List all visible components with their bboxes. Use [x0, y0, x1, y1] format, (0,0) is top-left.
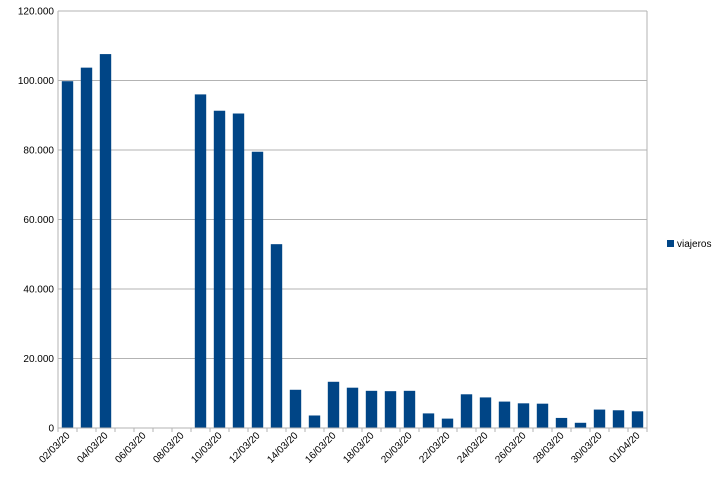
bar: [270, 244, 283, 428]
bar: [289, 389, 302, 428]
bar: [213, 110, 226, 429]
y-tick-label: 60.000: [23, 215, 54, 226]
x-tick-label: 26/03/20: [493, 430, 529, 466]
bar: [194, 94, 207, 429]
x-tick-label: 16/03/20: [303, 430, 339, 466]
y-tick-label: 0: [48, 424, 54, 435]
bar: [612, 410, 625, 428]
x-tick-label: 22/03/20: [417, 430, 453, 466]
bar: [422, 413, 435, 428]
y-tick-label: 100.000: [18, 76, 55, 87]
bar: [346, 387, 359, 428]
bar: [251, 151, 264, 429]
bar: [555, 417, 568, 428]
bar: [327, 381, 340, 428]
bar: [631, 411, 644, 428]
x-tick-label: 12/03/20: [227, 430, 263, 466]
y-tick-label: 120.000: [18, 7, 55, 18]
legend-swatch: [667, 240, 674, 247]
x-tick-label: 06/03/20: [113, 430, 149, 466]
x-tick-label: 28/03/20: [531, 430, 567, 466]
bar: [574, 422, 587, 428]
bar: [498, 401, 511, 428]
x-tick-label: 10/03/20: [189, 430, 225, 466]
y-tick-label: 20.000: [23, 354, 54, 365]
bar: [536, 403, 549, 428]
bar: [403, 390, 416, 428]
bar: [365, 390, 378, 428]
bar: [460, 394, 473, 428]
x-tick-label: 24/03/20: [455, 430, 491, 466]
bar: [593, 409, 606, 428]
legend-label: viajeros: [677, 239, 711, 250]
x-tick-label: 08/03/20: [151, 430, 187, 466]
bar: [308, 415, 321, 428]
bar: [384, 391, 397, 428]
y-tick-label: 80.000: [23, 146, 54, 157]
x-tick-label: 30/03/20: [569, 430, 605, 466]
bar: [232, 113, 245, 428]
bar: [61, 81, 74, 428]
bar: [99, 54, 112, 429]
x-tick-label: 04/03/20: [75, 430, 111, 466]
x-tick-label: 14/03/20: [265, 430, 301, 466]
y-tick-label: 40.000: [23, 285, 54, 296]
bar: [479, 397, 492, 428]
bar: [80, 67, 93, 428]
x-tick-label: 01/04/20: [607, 430, 643, 466]
bar: [517, 403, 530, 428]
x-tick-label: 02/03/20: [37, 430, 73, 466]
bar: [441, 418, 454, 428]
x-tick-label: 18/03/20: [341, 430, 377, 466]
x-tick-label: 20/03/20: [379, 430, 415, 466]
